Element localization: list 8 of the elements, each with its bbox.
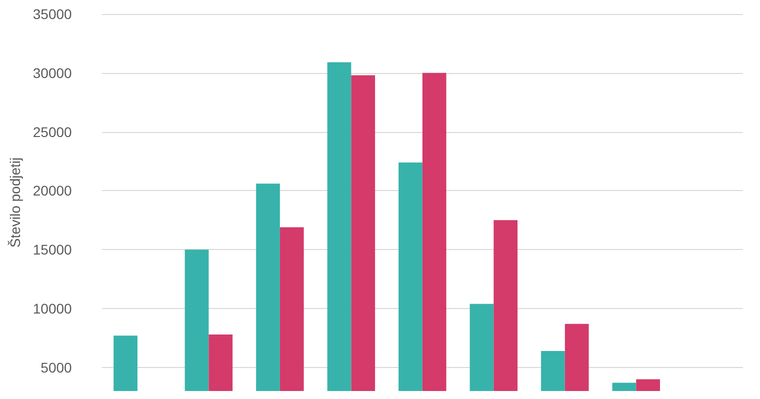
y-tick-label: 5000: [40, 359, 72, 376]
y-tick-label: 10000: [32, 300, 72, 317]
y-tick-label: 20000: [32, 182, 72, 199]
y-tick-label: 35000: [32, 6, 72, 22]
y-tick-label: 15000: [32, 242, 72, 258]
y-axis-title: Število podjetij: [7, 157, 23, 248]
y-tick-label: 30000: [32, 64, 72, 81]
y-tick-label: 25000: [32, 124, 72, 140]
